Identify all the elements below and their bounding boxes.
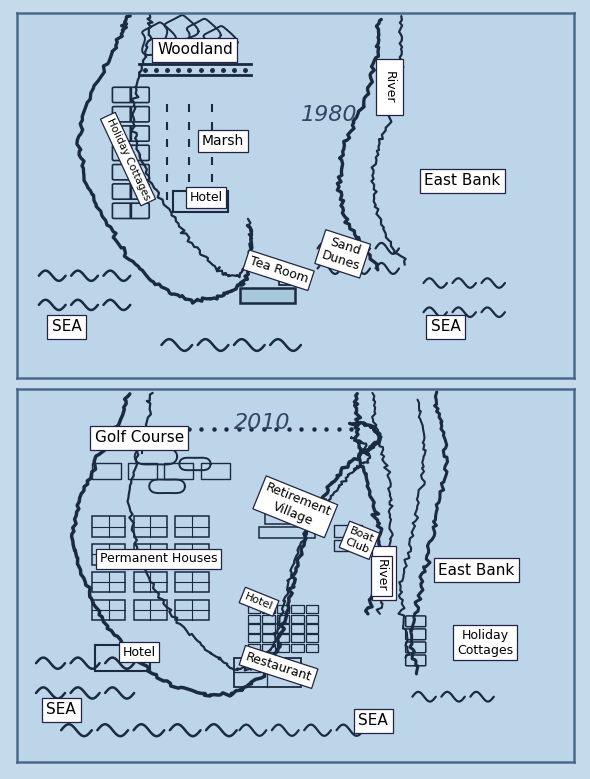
Text: Holiday Cottages: Holiday Cottages — [104, 116, 152, 202]
Text: East Bank: East Bank — [424, 174, 501, 189]
Text: Boat
Club: Boat Club — [343, 526, 375, 555]
Text: Hotel: Hotel — [189, 191, 222, 204]
Text: Restaurant: Restaurant — [244, 650, 313, 684]
Text: Golf Course: Golf Course — [94, 431, 184, 446]
Text: River: River — [378, 556, 391, 589]
Text: Permanent Houses: Permanent Houses — [100, 552, 218, 566]
Text: Sand
Dunes: Sand Dunes — [320, 234, 366, 273]
Text: 2010: 2010 — [234, 413, 290, 433]
Text: SEA: SEA — [52, 319, 81, 334]
Text: River: River — [383, 71, 396, 104]
Text: East Bank: East Bank — [438, 562, 514, 577]
FancyBboxPatch shape — [372, 546, 396, 600]
Polygon shape — [240, 288, 295, 303]
Text: Hotel: Hotel — [244, 591, 274, 612]
Text: Tea Room: Tea Room — [248, 255, 310, 286]
Text: Marsh: Marsh — [202, 134, 244, 148]
Text: Retirement
Village: Retirement Village — [258, 481, 333, 533]
Text: SEA: SEA — [46, 702, 76, 717]
Text: 1980: 1980 — [300, 105, 357, 125]
Text: SEA: SEA — [431, 319, 461, 334]
Text: SEA: SEA — [359, 714, 388, 728]
Text: River: River — [375, 559, 388, 592]
Text: Holiday
Cottages: Holiday Cottages — [457, 629, 513, 657]
Polygon shape — [142, 431, 153, 442]
FancyBboxPatch shape — [376, 59, 403, 115]
Text: Woodland: Woodland — [157, 42, 233, 57]
Text: Hotel: Hotel — [123, 646, 156, 658]
